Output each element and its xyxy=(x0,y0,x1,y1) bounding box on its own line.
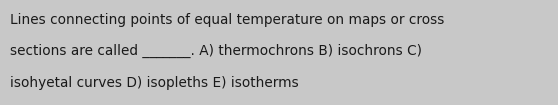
Text: Lines connecting points of equal temperature on maps or cross: Lines connecting points of equal tempera… xyxy=(10,13,444,27)
Text: isohyetal curves D) isopleths E) isotherms: isohyetal curves D) isopleths E) isother… xyxy=(10,76,299,90)
Text: sections are called _______. A) thermochrons B) isochrons C): sections are called _______. A) thermoch… xyxy=(10,44,422,58)
